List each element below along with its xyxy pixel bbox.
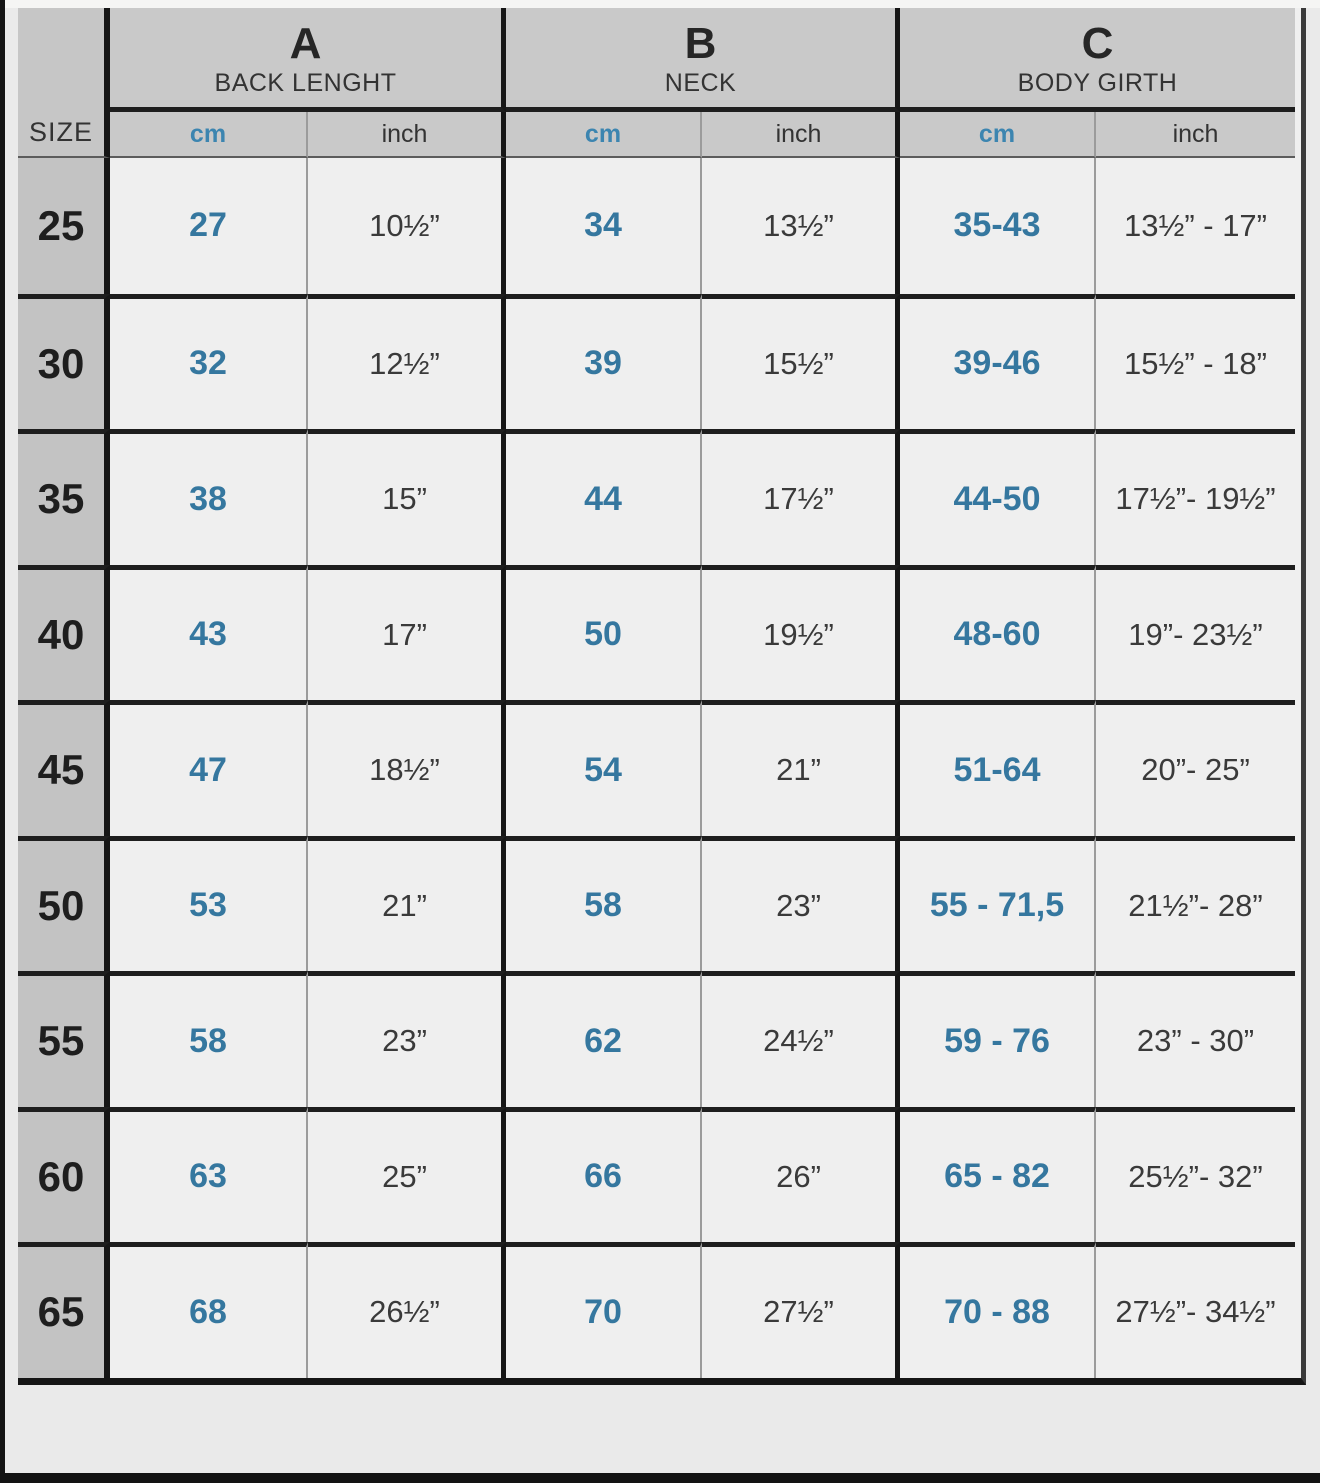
group-name-back-length: BACK LENGHT bbox=[214, 69, 397, 98]
b-inch-cell: 26” bbox=[702, 1106, 900, 1242]
c-inch-cell: 17½”- 19½” bbox=[1096, 429, 1295, 565]
a-cm-cell: 38 bbox=[110, 429, 308, 565]
c-cm-cell: 65 - 82 bbox=[900, 1106, 1096, 1242]
a-inch-cell: 23” bbox=[308, 971, 506, 1107]
c-cm-cell: 44-50 bbox=[900, 429, 1096, 565]
b-inch-cell: 27½” bbox=[702, 1242, 900, 1378]
b-cm-cell: 39 bbox=[506, 293, 702, 429]
page-top-margin bbox=[0, 0, 1320, 8]
a-inch-cell: 25” bbox=[308, 1106, 506, 1242]
unit-header-b-inch: inch bbox=[702, 112, 900, 158]
unit-header-b-cm: cm bbox=[506, 112, 702, 158]
a-cm-cell: 32 bbox=[110, 293, 308, 429]
c-inch-cell: 27½”- 34½” bbox=[1096, 1242, 1295, 1378]
a-inch-cell: 26½” bbox=[308, 1242, 506, 1378]
c-cm-cell: 55 - 71,5 bbox=[900, 835, 1096, 971]
a-cm-cell: 43 bbox=[110, 564, 308, 700]
size-cell: 50 bbox=[18, 835, 110, 971]
a-inch-cell: 10½” bbox=[308, 158, 506, 294]
group-header-b: B NECK bbox=[506, 8, 900, 112]
b-cm-cell: 66 bbox=[506, 1106, 702, 1242]
b-inch-cell: 24½” bbox=[702, 971, 900, 1107]
b-inch-cell: 19½” bbox=[702, 564, 900, 700]
a-inch-cell: 21” bbox=[308, 835, 506, 971]
b-inch-cell: 15½” bbox=[702, 293, 900, 429]
c-cm-cell: 48-60 bbox=[900, 564, 1096, 700]
a-inch-cell: 17” bbox=[308, 564, 506, 700]
a-cm-cell: 68 bbox=[110, 1242, 308, 1378]
c-inch-cell: 25½”- 32” bbox=[1096, 1106, 1295, 1242]
group-letter-b: B bbox=[684, 18, 717, 68]
a-cm-cell: 47 bbox=[110, 700, 308, 836]
a-cm-cell: 63 bbox=[110, 1106, 308, 1242]
b-inch-cell: 21” bbox=[702, 700, 900, 836]
c-inch-cell: 20”- 25” bbox=[1096, 700, 1295, 836]
group-name-neck: NECK bbox=[664, 69, 737, 98]
unit-header-c-cm: cm bbox=[900, 112, 1096, 158]
unit-header-c-inch: inch bbox=[1096, 112, 1295, 158]
b-inch-cell: 17½” bbox=[702, 429, 900, 565]
a-cm-cell: 58 bbox=[110, 971, 308, 1107]
size-cell: 35 bbox=[18, 429, 110, 565]
group-letter-a: A bbox=[289, 18, 322, 68]
group-name-body-girth: BODY GIRTH bbox=[1017, 69, 1178, 98]
c-inch-cell: 13½” - 17” bbox=[1096, 158, 1295, 294]
photo-frame-left-edge bbox=[0, 0, 5, 1483]
size-cell: 25 bbox=[18, 158, 110, 294]
size-cell: 40 bbox=[18, 564, 110, 700]
size-cell: 55 bbox=[18, 971, 110, 1107]
b-inch-cell: 13½” bbox=[702, 158, 900, 294]
a-inch-cell: 18½” bbox=[308, 700, 506, 836]
size-column-header: SIZE bbox=[18, 8, 110, 158]
group-header-a: A BACK LENGHT bbox=[110, 8, 506, 112]
c-inch-cell: 19”- 23½” bbox=[1096, 564, 1295, 700]
photo-frame-bottom-edge bbox=[0, 1473, 1320, 1483]
c-inch-cell: 15½” - 18” bbox=[1096, 293, 1295, 429]
c-cm-cell: 59 - 76 bbox=[900, 971, 1096, 1107]
b-cm-cell: 50 bbox=[506, 564, 702, 700]
b-cm-cell: 34 bbox=[506, 158, 702, 294]
a-inch-cell: 12½” bbox=[308, 293, 506, 429]
unit-header-a-cm: cm bbox=[110, 112, 308, 158]
b-cm-cell: 58 bbox=[506, 835, 702, 971]
size-chart-table: SIZE A BACK LENGHT B NECK C BODY GIRTH c… bbox=[18, 8, 1306, 1385]
c-cm-cell: 70 - 88 bbox=[900, 1242, 1096, 1378]
size-cell: 30 bbox=[18, 293, 110, 429]
a-cm-cell: 27 bbox=[110, 158, 308, 294]
b-cm-cell: 62 bbox=[506, 971, 702, 1107]
c-cm-cell: 39-46 bbox=[900, 293, 1096, 429]
c-inch-cell: 23” - 30” bbox=[1096, 971, 1295, 1107]
a-cm-cell: 53 bbox=[110, 835, 308, 971]
group-letter-c: C bbox=[1081, 18, 1114, 68]
c-cm-cell: 35-43 bbox=[900, 158, 1096, 294]
c-cm-cell: 51-64 bbox=[900, 700, 1096, 836]
size-cell: 65 bbox=[18, 1242, 110, 1378]
unit-header-a-inch: inch bbox=[308, 112, 506, 158]
size-cell: 45 bbox=[18, 700, 110, 836]
a-inch-cell: 15” bbox=[308, 429, 506, 565]
b-inch-cell: 23” bbox=[702, 835, 900, 971]
b-cm-cell: 54 bbox=[506, 700, 702, 836]
size-cell: 60 bbox=[18, 1106, 110, 1242]
b-cm-cell: 70 bbox=[506, 1242, 702, 1378]
c-inch-cell: 21½”- 28” bbox=[1096, 835, 1295, 971]
group-header-c: C BODY GIRTH bbox=[900, 8, 1295, 112]
b-cm-cell: 44 bbox=[506, 429, 702, 565]
